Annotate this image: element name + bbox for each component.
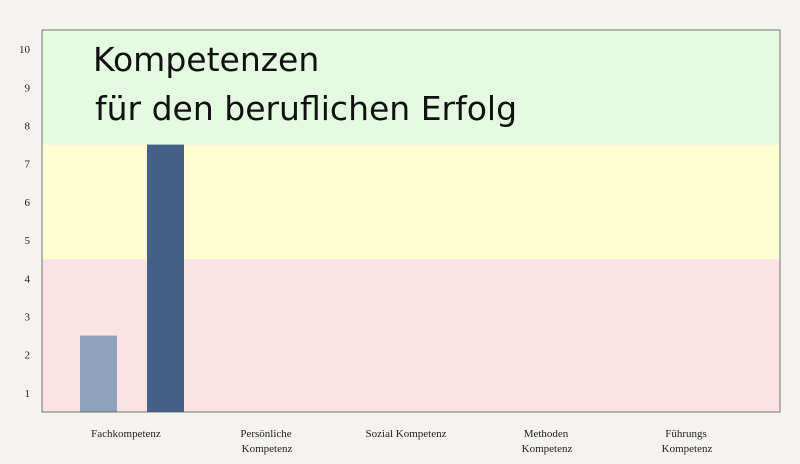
y-axis-ticks: 1 2 3 4 5 6 7 8 9 10	[19, 44, 31, 400]
y-tick-label: 7	[25, 159, 31, 171]
category-label: Kompetenz	[242, 443, 293, 455]
category-label: Sozial Kompetenz	[366, 428, 447, 440]
x-axis-labels: Fachkompetenz Persönliche Kompetenz Sozial …	[91, 428, 712, 455]
y-tick-label: 6	[25, 197, 31, 209]
category-label: Persönliche	[240, 428, 291, 440]
bar	[80, 335, 117, 412]
plot-area-frame	[41, 29, 781, 413]
chart-title-line-2: für den beruflichen Erfolg	[95, 89, 517, 128]
y-tick-label: 10	[19, 44, 31, 56]
y-tick-label: 3	[25, 312, 31, 324]
y-tick-label: 8	[25, 121, 31, 133]
bars	[80, 144, 184, 412]
bar	[147, 144, 184, 412]
category-label: Methoden	[524, 428, 569, 440]
y-tick-label: 2	[25, 350, 31, 362]
category-label: Fachkompetenz	[91, 428, 161, 440]
category-label: Kompetenz	[662, 443, 713, 455]
category-label: Kompetenz	[522, 443, 573, 455]
band-2	[42, 30, 780, 145]
category-label: Führungs	[665, 428, 707, 440]
y-tick-label: 4	[25, 273, 31, 285]
y-tick-label: 1	[25, 388, 31, 400]
y-tick-label: 9	[25, 82, 31, 94]
chart-title-line-1: Kompetenzen	[93, 40, 319, 79]
y-tick-label: 5	[25, 235, 31, 247]
